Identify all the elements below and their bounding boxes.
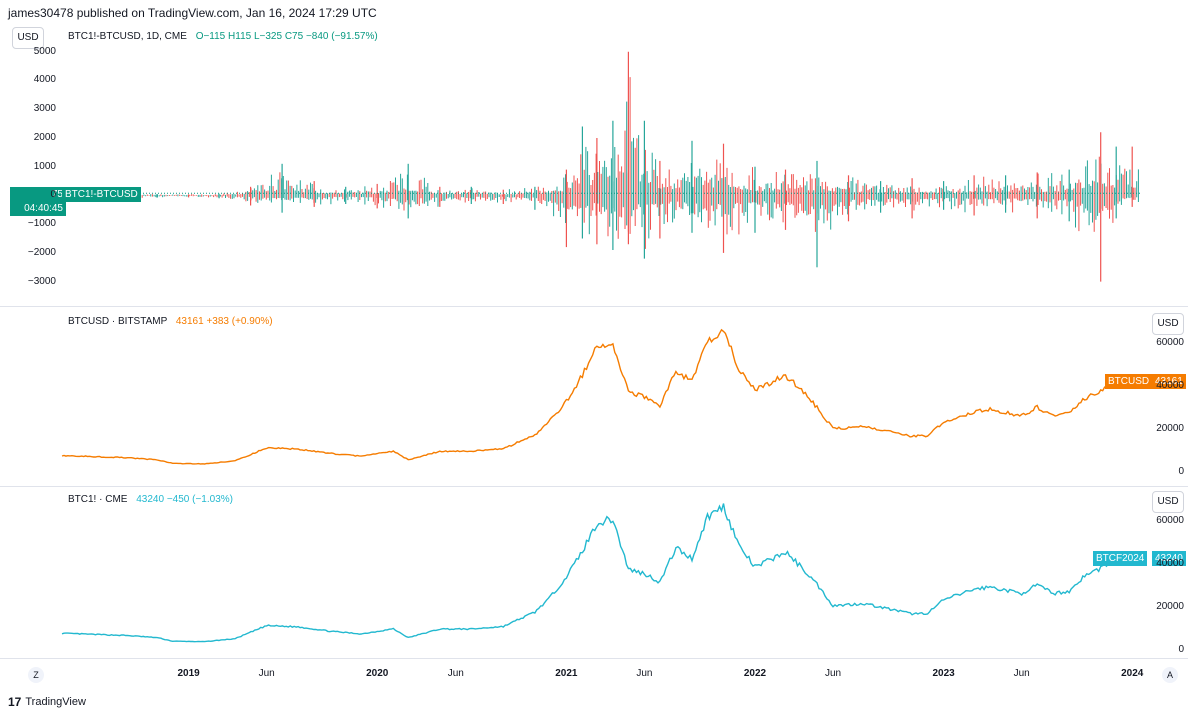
series-tag-pane2: BTCUSD <box>1105 374 1153 389</box>
zoom-button[interactable]: Z <box>28 667 44 683</box>
price-tag-pane1: 75 <box>10 187 66 202</box>
legend-values: O−115 H115 L−325 C75 −840 (−91.57%) <box>195 31 378 42</box>
series-tag-pane1: BTC1!-BTCUSD <box>62 187 141 202</box>
tradingview-logo-icon: 17 <box>8 695 22 709</box>
x-tick-label: 2021 <box>555 668 578 679</box>
brand-name: TradingView <box>25 696 86 708</box>
x-tick-label: Jun <box>824 668 842 679</box>
y-tick-pane2: 60000 <box>1156 337 1184 349</box>
legend-symbol: BTC1! · CME <box>68 494 128 505</box>
y-tick-pane1: 3000 <box>33 103 56 115</box>
currency-button-pane2[interactable]: USD <box>1152 313 1184 335</box>
y-tick-pane1: 5000 <box>33 45 56 57</box>
x-tick-label: 2019 <box>177 668 200 679</box>
legend-pane2: BTCUSD · BITSTAMP 43161 +383 (+0.90%) <box>68 316 273 327</box>
y-tick-pane1: 0 <box>50 189 56 201</box>
price-line-series <box>61 328 1133 465</box>
y-tick-pane1: −2000 <box>27 246 56 258</box>
x-tick-label: 2020 <box>366 668 389 679</box>
x-tick-label: Jun <box>447 668 464 679</box>
countdown-tag: 04:40:45 <box>10 201 66 216</box>
price-line-series <box>61 503 1133 643</box>
y-tick-pane3: 60000 <box>1156 515 1184 527</box>
x-tick-label: 2022 <box>743 668 767 679</box>
legend-values: 43240 −450 (−1.03%) <box>136 494 233 505</box>
y-tick-pane2: 40000 <box>1156 379 1184 391</box>
x-tick-label: Jun <box>258 668 275 679</box>
x-tick-label: 2023 <box>932 668 955 679</box>
y-tick-pane3: 0 <box>1178 643 1184 655</box>
legend-symbol: BTCUSD · BITSTAMP <box>68 316 168 327</box>
pane-divider-2[interactable] <box>0 486 1188 487</box>
legend-pane1: BTC1!-BTCUSD, 1D, CME O−115 H115 L−325 C… <box>68 31 378 42</box>
legend-values: 43161 +383 (+0.90%) <box>175 316 273 327</box>
y-tick-pane1: 4000 <box>33 74 56 86</box>
y-tick-pane3: 40000 <box>1156 557 1184 569</box>
currency-button-pane3[interactable]: USD <box>1152 491 1184 513</box>
y-tick-pane3: 20000 <box>1156 600 1184 612</box>
footer-branding: 17 TradingView <box>8 695 86 709</box>
auto-scale-button[interactable]: A <box>1162 667 1178 683</box>
x-tick-label: Jun <box>1013 668 1030 679</box>
y-tick-pane1: −1000 <box>27 218 56 230</box>
y-tick-pane2: 0 <box>1178 465 1184 477</box>
x-tick-label: 2024 <box>1121 668 1144 679</box>
currency-button-pane1[interactable]: USD <box>12 27 44 49</box>
time-axis-border <box>0 658 1188 659</box>
publish-header: james30478 published on TradingView.com,… <box>8 6 377 20</box>
series-tag-pane3: BTCF2024 <box>1093 551 1148 566</box>
legend-symbol: BTC1!-BTCUSD, 1D, CME <box>68 31 187 42</box>
y-tick-pane2: 20000 <box>1156 422 1184 434</box>
y-tick-pane1: 1000 <box>33 160 56 172</box>
x-tick-label: Jun <box>636 668 653 679</box>
pane-divider-1[interactable] <box>0 306 1188 307</box>
legend-pane3: BTC1! · CME 43240 −450 (−1.03%) <box>68 494 233 505</box>
price-tag-pane2: 43161 <box>1152 374 1186 389</box>
y-tick-pane1: 2000 <box>33 131 56 143</box>
y-tick-pane1: −3000 <box>27 275 56 287</box>
price-tag-pane3: 43240 <box>1152 551 1186 566</box>
